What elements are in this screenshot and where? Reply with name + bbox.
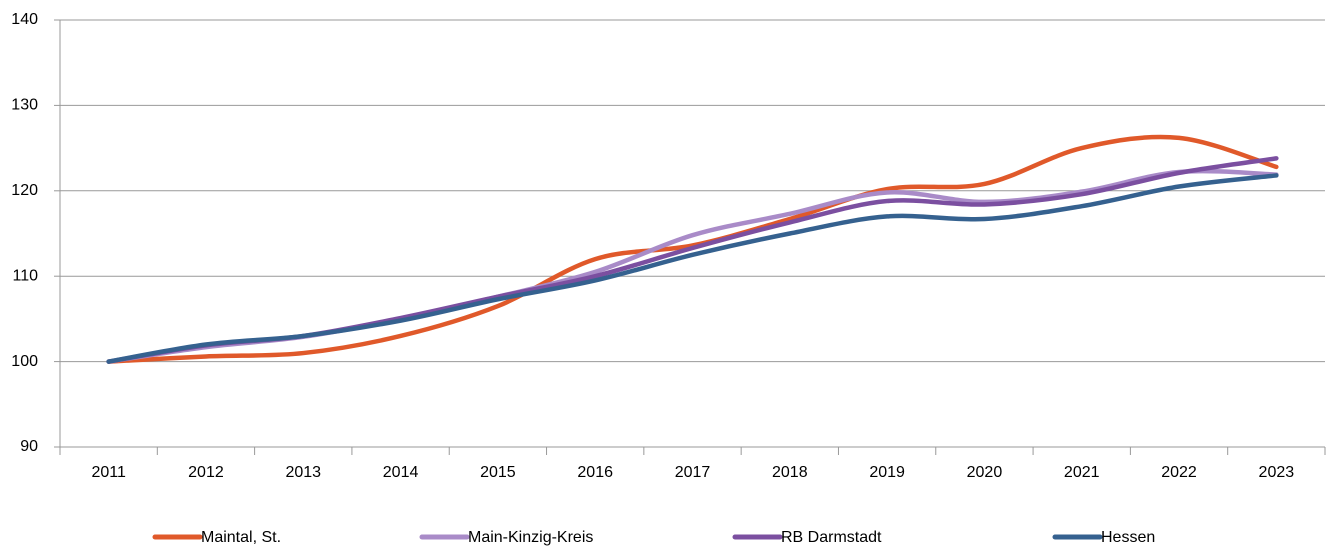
x-tick-label: 2014 [383, 464, 419, 481]
legend-label: Hessen [1101, 529, 1155, 546]
legend-label: Maintal, St. [201, 529, 281, 546]
legend-label: RB Darmstadt [781, 529, 882, 546]
legend-label: Main-Kinzig-Kreis [468, 529, 593, 546]
x-tick-label: 2013 [285, 464, 321, 481]
x-tick-label: 2016 [577, 464, 613, 481]
x-tick-label: 2021 [1064, 464, 1100, 481]
series-line [106, 156, 1279, 364]
x-tick-label: 2017 [675, 464, 711, 481]
x-tick-label: 2012 [188, 464, 224, 481]
y-tick-label: 140 [11, 11, 38, 28]
y-tick-label: 130 [11, 97, 38, 114]
x-tick-label: 2015 [480, 464, 516, 481]
y-tick-label: 120 [11, 182, 38, 199]
x-tick-label: 2020 [967, 464, 1003, 481]
y-tick-label: 100 [11, 353, 38, 370]
x-tick-label: 2019 [869, 464, 905, 481]
y-tick-label: 110 [12, 267, 38, 284]
series-line [106, 134, 1279, 364]
x-tick-label: 2023 [1259, 464, 1295, 481]
x-tick-label: 2011 [91, 464, 126, 481]
x-tick-label: 2018 [772, 464, 808, 481]
series-line [106, 168, 1279, 364]
y-tick-label: 90 [20, 438, 38, 455]
x-tick-label: 2022 [1161, 464, 1197, 481]
series-line [106, 173, 1279, 364]
